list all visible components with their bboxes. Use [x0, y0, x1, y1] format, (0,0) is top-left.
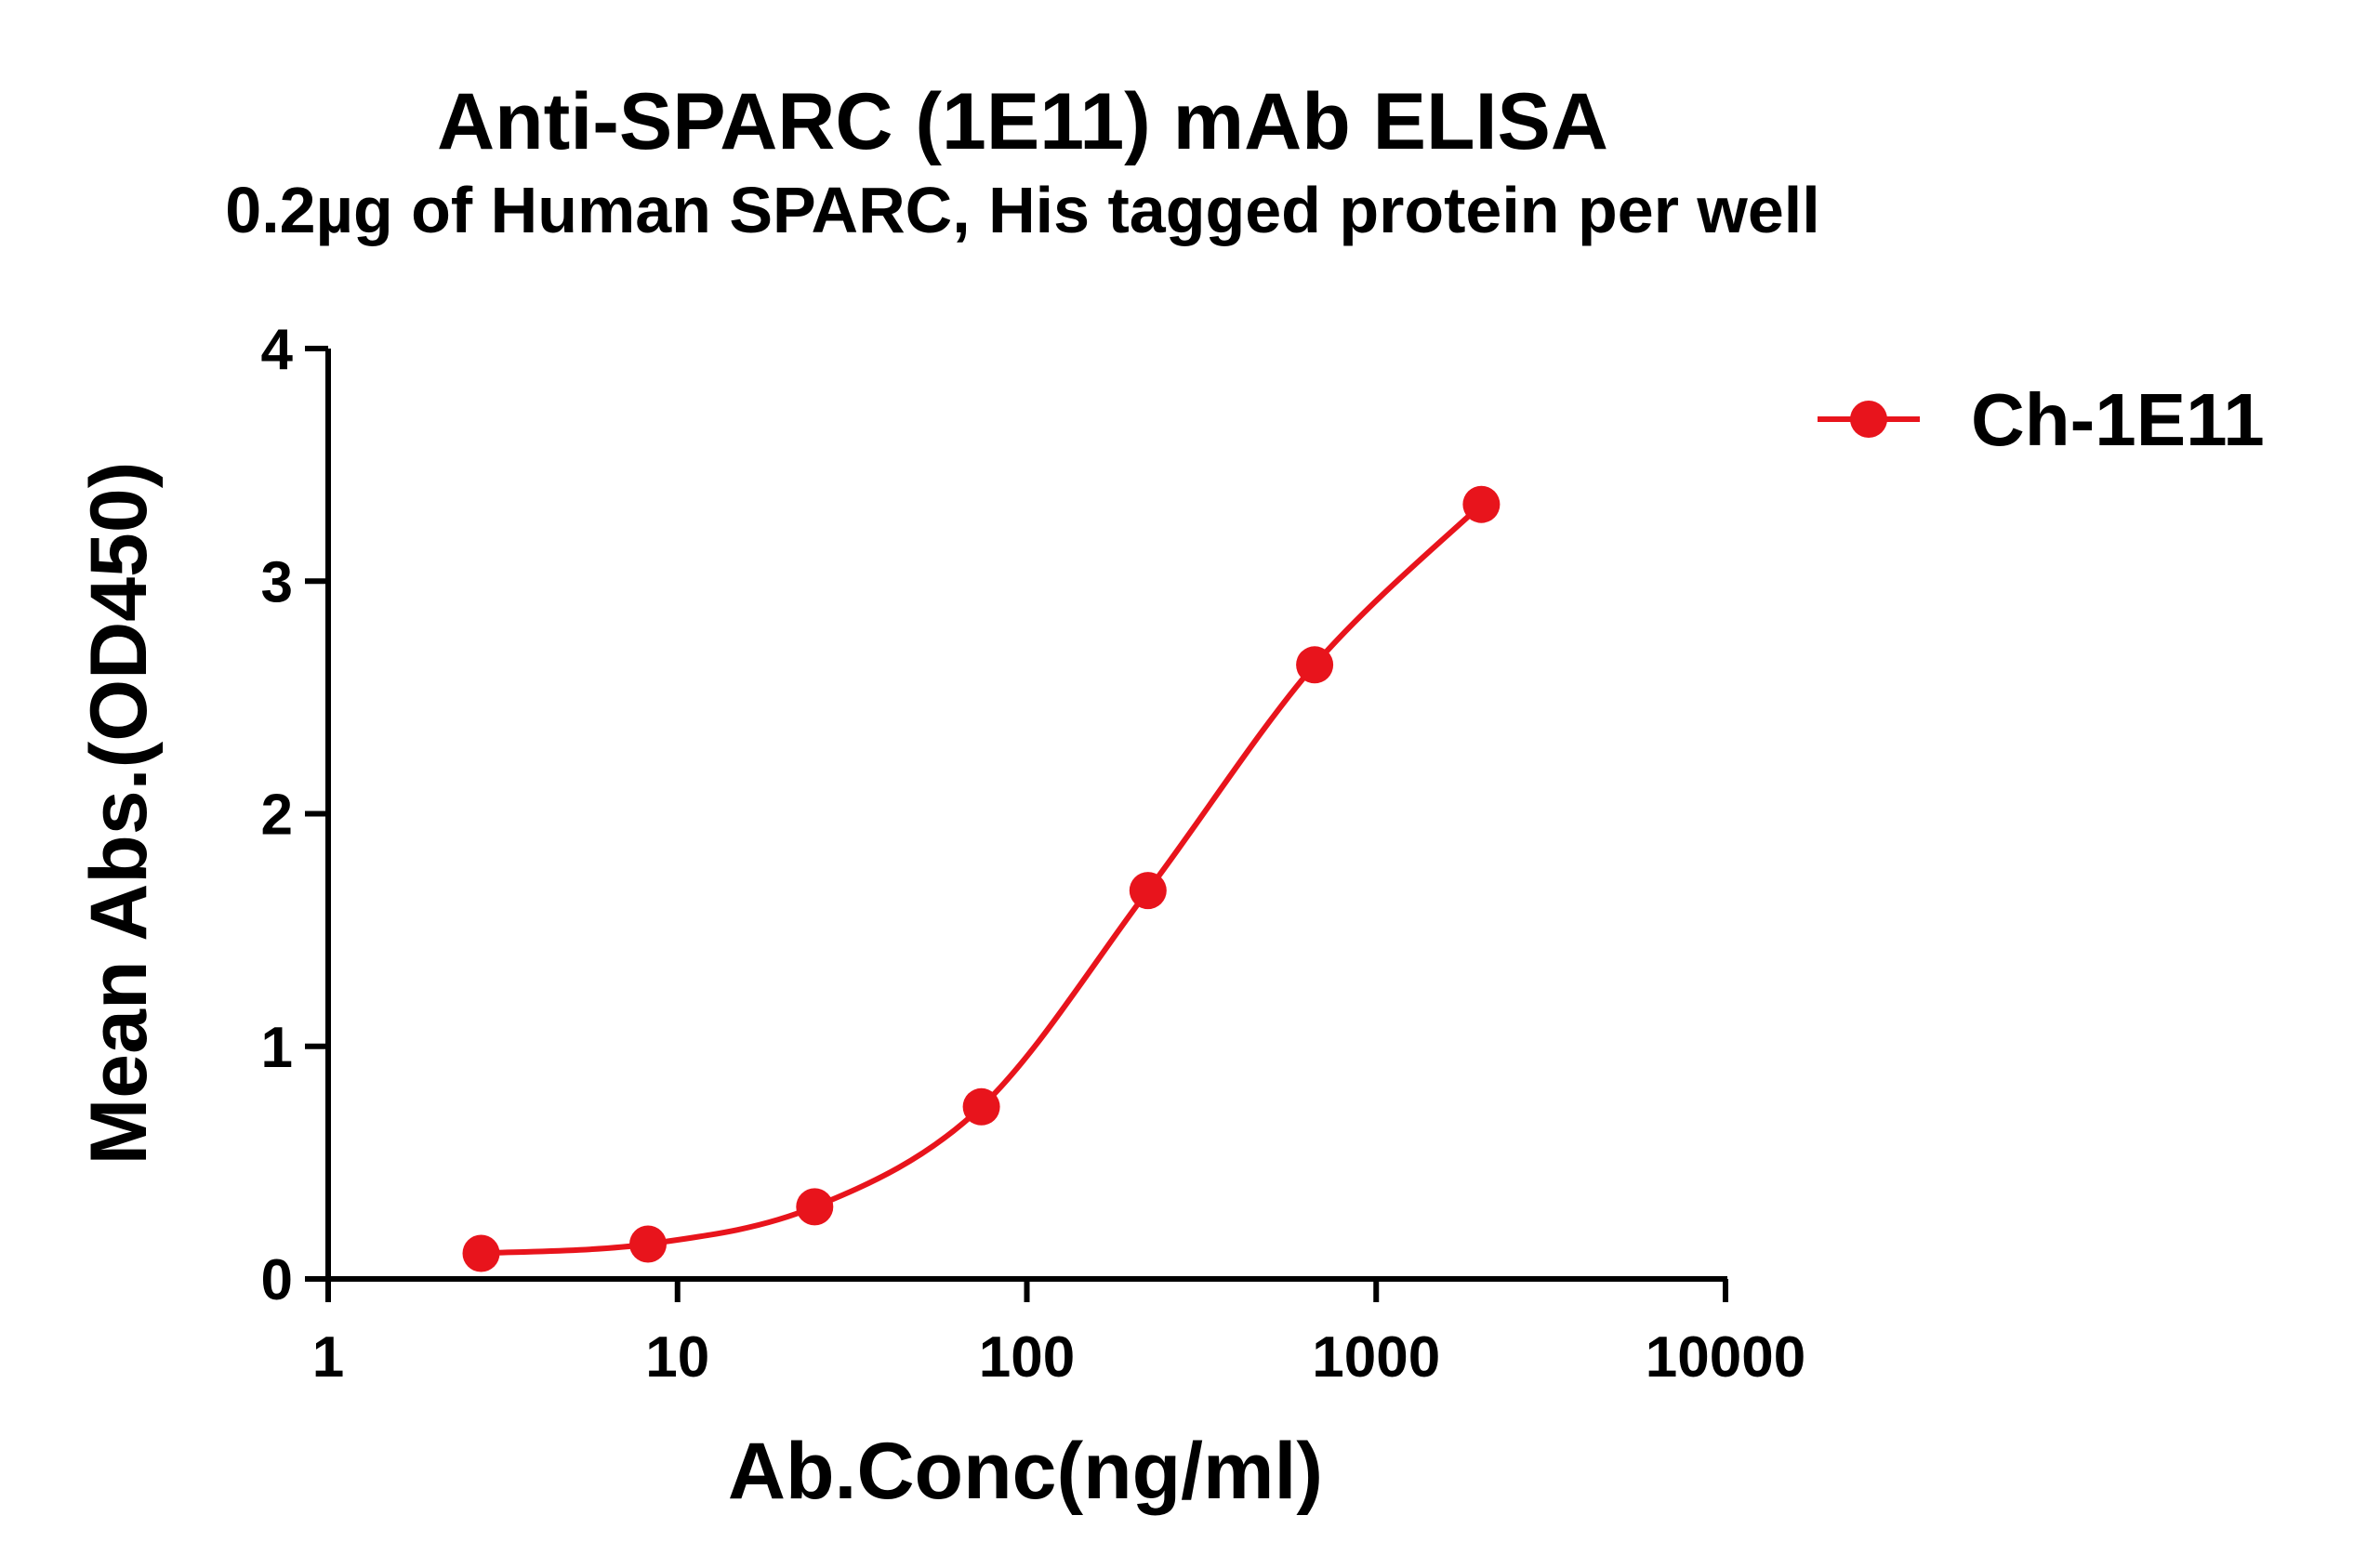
data-point	[1296, 646, 1334, 684]
x-tick-label: 1000	[1312, 1325, 1440, 1390]
y-axis-label: Mean Abs.(OD450)	[74, 462, 164, 1166]
y-tick-label: 4	[261, 318, 294, 382]
y-tick-label: 1	[261, 1016, 293, 1080]
y-tick-label: 3	[261, 550, 293, 614]
data-point	[629, 1225, 667, 1263]
legend-label: Ch-1E11	[1971, 378, 2265, 461]
y-axis-ticks: 0 1 2 3 4	[261, 318, 328, 1312]
data-point	[962, 1087, 1000, 1126]
x-tick-label: 10000	[1646, 1325, 1805, 1390]
x-axis-ticks: 1 10 100 1000 10000	[312, 1279, 1805, 1390]
chart-subtitle: 0.2µg of Human SPARC, His tagged protein…	[225, 174, 1819, 246]
y-tick-label: 2	[261, 784, 293, 848]
data-point	[462, 1234, 500, 1272]
legend-marker	[1850, 401, 1887, 438]
data-point	[796, 1188, 834, 1226]
series-layer	[462, 485, 1501, 1272]
x-axis-label: Ab.Conc(ng/ml)	[728, 1427, 1323, 1516]
chart-title: Anti-SPARC (1E11) mAb ELISA	[437, 77, 1608, 166]
data-point	[1129, 872, 1167, 910]
x-tick-label: 10	[645, 1325, 709, 1390]
legend: Ch-1E11	[1818, 378, 2265, 461]
data-point	[1462, 485, 1501, 523]
x-tick-label: 1	[312, 1325, 344, 1390]
x-tick-label: 100	[979, 1325, 1075, 1390]
y-tick-label: 0	[261, 1248, 293, 1312]
series-line-0	[481, 502, 1484, 1257]
